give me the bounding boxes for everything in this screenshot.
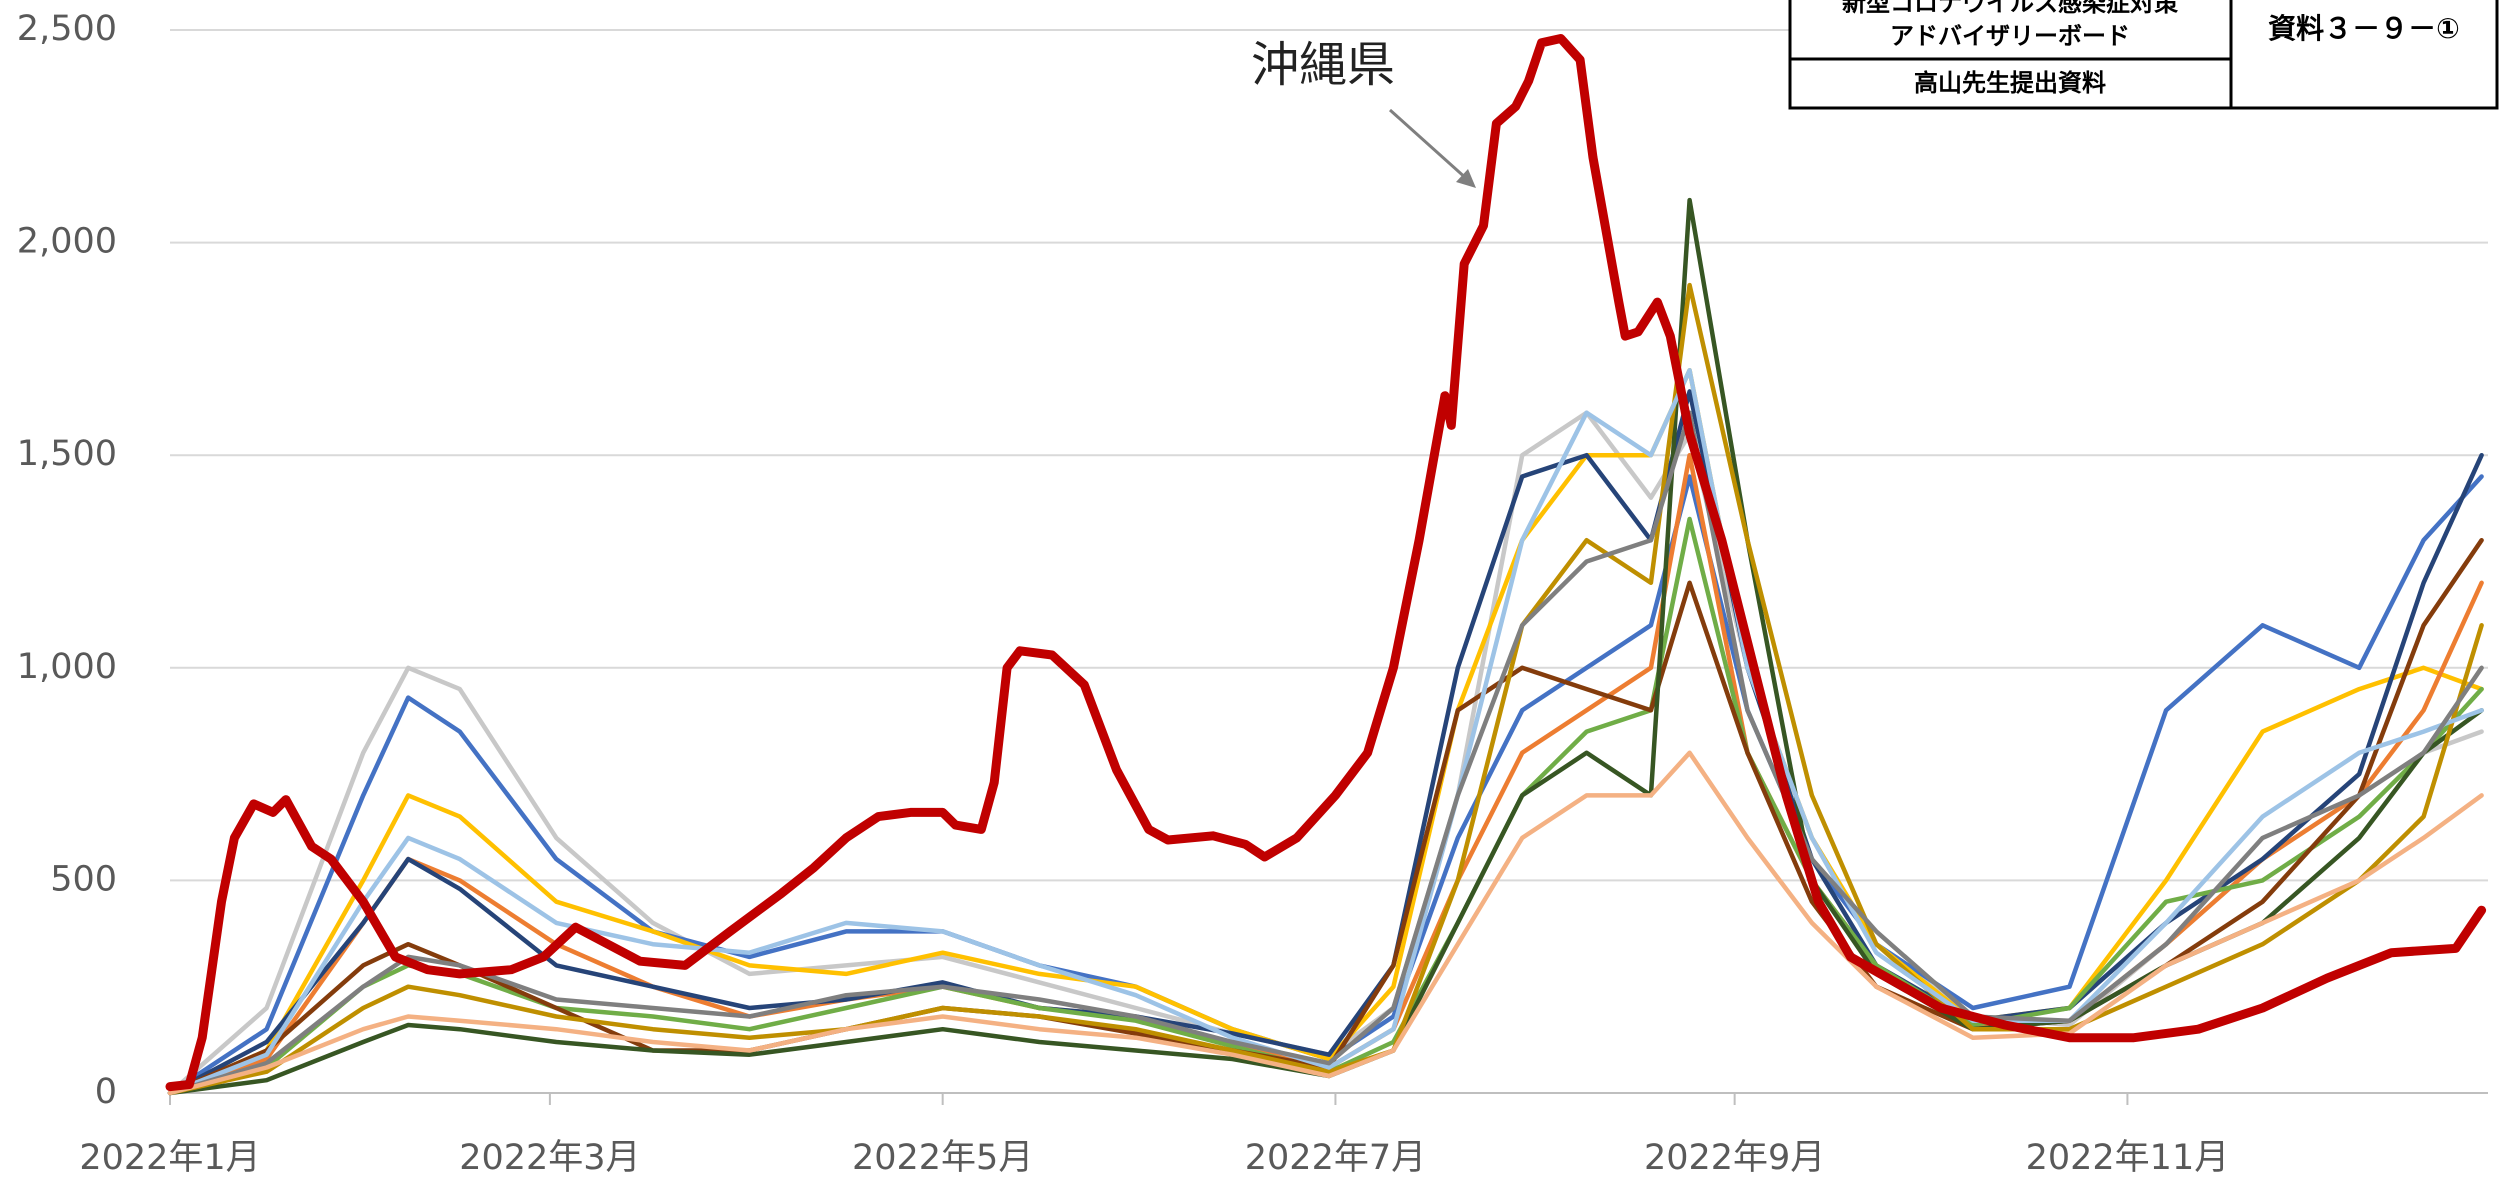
doc-id: 資料３－９－①: [2268, 12, 2460, 45]
x-tick-label: 2022年11月: [2026, 1138, 2230, 1178]
series-line: [167, 410, 2484, 1096]
plot: 0 500 1,000 1,500 2,000 2,500 2022年1月 2022年3月 20…: [17, 9, 2488, 1178]
y-tick-label: 1,000: [17, 647, 117, 687]
x-tick-label: 2022年3月: [459, 1138, 640, 1178]
series-line: [167, 367, 2484, 1096]
y-tick-label: 1,500: [17, 434, 117, 474]
board-name: アドバイザリーボード: [1890, 22, 2130, 50]
header-box: [2229, 0, 2499, 110]
x-tick-label: 2022年1月: [79, 1138, 260, 1178]
y-tick-label: 500: [50, 859, 117, 899]
series-line: [167, 197, 2484, 1096]
highlight-line: [165, 34, 2487, 1092]
y-tick-label: 2,500: [17, 9, 117, 49]
x-tick-label: 2022年9月: [1644, 1138, 1825, 1178]
annotation-arrow: [1388, 108, 1470, 182]
presenter: 高山先生提出資料: [1914, 69, 2106, 97]
series-line: [167, 474, 2484, 1096]
series-line: [167, 389, 2484, 1096]
x-tick-label: 2022年5月: [852, 1138, 1033, 1178]
board-name: 新型コロナウイルス感染症対策: [1842, 0, 2179, 17]
annotation: 沖縄県: [1251, 37, 1395, 93]
header-box: [1788, 0, 2233, 110]
series-line: [167, 537, 2484, 1096]
arrow-head: [1456, 169, 1476, 188]
series-line: [167, 367, 2484, 1096]
doc-header: 新型コロナウイルス感染症対策 アドバイザリーボード 高山先生提出資料 資料３－９…: [1788, 0, 2499, 110]
x-tick-label: 2022年7月: [1245, 1138, 1426, 1178]
series-line: [167, 750, 2484, 1096]
y-tick-label: 0: [95, 1072, 117, 1112]
y-tick-label: 2,000: [17, 222, 117, 262]
